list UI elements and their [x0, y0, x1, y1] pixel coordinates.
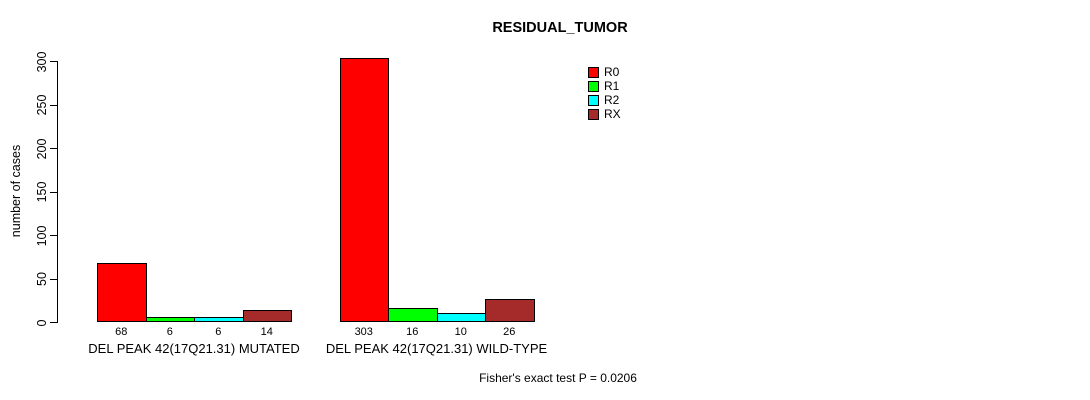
legend-row: R2	[588, 93, 621, 107]
legend: R0 R1 R2 RX	[588, 65, 621, 121]
bar-value-label: 303	[354, 326, 373, 338]
y-tick-mark	[50, 61, 57, 62]
legend-label: RX	[604, 107, 621, 121]
bar-value-label: 6	[166, 326, 173, 338]
y-tick-mark	[50, 104, 57, 106]
y-tick-label: 200	[35, 138, 49, 159]
annotation-text: Fisher's exact test P = 0.0206	[479, 371, 637, 385]
y-tick-mark	[50, 322, 57, 323]
bar-value-label: 68	[115, 326, 128, 338]
category-label: DEL PEAK 42(17Q21.31) WILD-TYPE	[325, 341, 548, 356]
legend-row: R0	[588, 65, 621, 79]
y-tick-label: 300	[35, 51, 49, 72]
bar	[242, 309, 292, 322]
legend-label: R2	[604, 93, 620, 107]
legend-label: R0	[604, 65, 620, 79]
legend-row: RX	[588, 107, 621, 121]
y-axis-title: number of cases	[9, 144, 23, 238]
y-tick-label: 250	[35, 94, 49, 116]
bar	[388, 308, 438, 322]
legend-swatch	[588, 80, 599, 92]
legend-row: R1	[588, 79, 621, 93]
y-tick-label: 50	[35, 272, 49, 286]
y-tick-mark	[50, 278, 57, 280]
bar-value-label: 26	[503, 326, 516, 338]
y-tick-label: 150	[35, 181, 49, 203]
category-label: DEL PEAK 42(17Q21.31) MUTATED	[88, 341, 300, 356]
bar-value-label: 16	[406, 326, 419, 338]
legend-swatch	[588, 108, 599, 120]
y-tick-label: 100	[35, 225, 49, 246]
chart-title: RESIDUAL_TUMOR	[492, 20, 628, 36]
bar-value-label: 10	[454, 326, 467, 338]
bar	[194, 316, 244, 322]
y-axis-line	[57, 61, 58, 323]
bar	[145, 316, 195, 322]
bar	[485, 299, 535, 322]
legend-swatch	[588, 66, 599, 78]
y-tick-mark	[50, 191, 57, 193]
legend-swatch	[588, 94, 599, 106]
bar	[97, 262, 147, 322]
y-tick-mark	[50, 235, 57, 236]
legend-label: R1	[604, 79, 620, 93]
y-tick-mark	[50, 148, 57, 149]
y-tick-label: 0	[35, 319, 49, 326]
bar-value-label: 14	[260, 326, 273, 338]
bar	[339, 58, 389, 322]
bar-value-label: 6	[215, 326, 222, 338]
bar	[436, 313, 486, 322]
